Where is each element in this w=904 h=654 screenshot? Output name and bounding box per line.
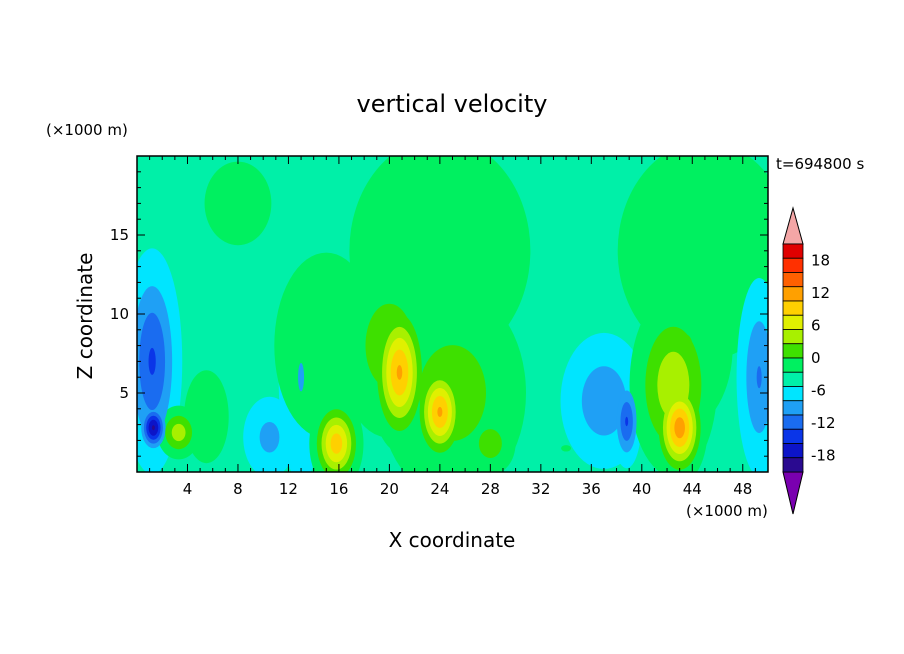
y-tick-label: 15 xyxy=(110,226,129,244)
contour-updraft-21-1 xyxy=(561,445,572,452)
colorbar-swatch xyxy=(782,428,804,444)
colorbar-swatch xyxy=(782,329,804,345)
colorbar-swatch xyxy=(782,243,804,259)
contour-downdraft-20-3 xyxy=(756,366,762,389)
contour-downdraft-4-2 xyxy=(259,421,280,453)
colorbar-swatch xyxy=(782,457,804,473)
colorbar-tick-label: 18 xyxy=(811,251,830,269)
colorbar-swatch xyxy=(782,286,804,302)
x-unit-label: (×1000 m) xyxy=(686,502,768,520)
contour-updraft-10-6 xyxy=(437,406,443,418)
colorbar-swatch xyxy=(782,314,804,330)
y-tick-label: 10 xyxy=(110,305,129,323)
colorbar-swatch xyxy=(782,414,804,430)
colorbar-swatch xyxy=(782,300,804,316)
velocity-field xyxy=(137,156,768,472)
contour-updraft-6-5 xyxy=(330,433,343,454)
colorbar-tick-label: 12 xyxy=(811,284,830,302)
colorbar-tick-label: -6 xyxy=(811,382,826,400)
contour-downdraft-0-4 xyxy=(148,347,156,375)
colorbar-swatch xyxy=(782,443,804,459)
x-tick-label: 48 xyxy=(733,480,752,498)
chart-title: vertical velocity xyxy=(357,90,548,118)
contour-downdraft-5-2 xyxy=(298,363,305,392)
x-tick-label: 28 xyxy=(481,480,500,498)
y-tick-label: 5 xyxy=(119,384,129,402)
contour-downdraft-1-6 xyxy=(151,425,155,431)
contour-updraft-8-6 xyxy=(396,365,403,380)
x-tick-label: 40 xyxy=(632,480,651,498)
colorbar-tick-label: -12 xyxy=(811,414,836,432)
contour-updraft-19-1 xyxy=(617,156,768,360)
colorbar-swatch xyxy=(782,272,804,288)
colorbar-swatch xyxy=(782,357,804,373)
colorbar-tick-label: 0 xyxy=(811,349,821,367)
contour-updraft-2-3 xyxy=(171,423,186,442)
x-tick-label: 8 xyxy=(233,480,243,498)
colorbar-swatch xyxy=(782,371,804,387)
colorbar-swatch xyxy=(782,400,804,416)
contour-updraft-18-2 xyxy=(679,334,693,357)
colorbar-tick-label: -18 xyxy=(811,447,836,465)
x-tick-label: 44 xyxy=(683,480,702,498)
contour-updraft-16-6 xyxy=(674,417,685,439)
x-tick-label: 16 xyxy=(329,480,348,498)
contour-downdraft-14-2 xyxy=(581,366,627,436)
x-tick-label: 12 xyxy=(279,480,298,498)
contour-updraft-22-1 xyxy=(204,161,272,246)
colorbar-swatch xyxy=(782,386,804,402)
colorbar-swatch xyxy=(782,343,804,359)
colorbar-tick-label: 6 xyxy=(811,316,821,334)
x-tick-label: 20 xyxy=(380,480,399,498)
x-axis-label: X coordinate xyxy=(389,528,516,552)
contour-updraft-3-1 xyxy=(184,370,229,464)
time-label: t=694800 s xyxy=(776,155,864,173)
y-unit-label: (×1000 m) xyxy=(46,121,128,139)
colorbar-swatch xyxy=(782,257,804,273)
colorbar-min-arrow xyxy=(782,471,804,515)
x-tick-label: 24 xyxy=(430,480,449,498)
x-tick-label: 36 xyxy=(582,480,601,498)
contour-updraft-17-3 xyxy=(657,351,690,419)
x-tick-label: 4 xyxy=(183,480,193,498)
y-axis-label: Z coordinate xyxy=(73,253,97,380)
contour-updraft-12-2 xyxy=(478,429,502,458)
x-tick-label: 32 xyxy=(531,480,550,498)
colorbar: 18 12 6 0 -6 -12 -18 xyxy=(782,206,836,515)
colorbar-max-arrow xyxy=(782,206,804,245)
contour-downdraft-15-4 xyxy=(625,416,629,427)
